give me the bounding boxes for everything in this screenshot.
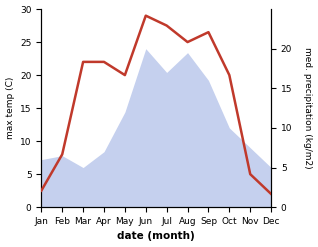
Y-axis label: med. precipitation (kg/m2): med. precipitation (kg/m2) xyxy=(303,47,313,169)
X-axis label: date (month): date (month) xyxy=(117,231,195,242)
Y-axis label: max temp (C): max temp (C) xyxy=(5,77,15,139)
